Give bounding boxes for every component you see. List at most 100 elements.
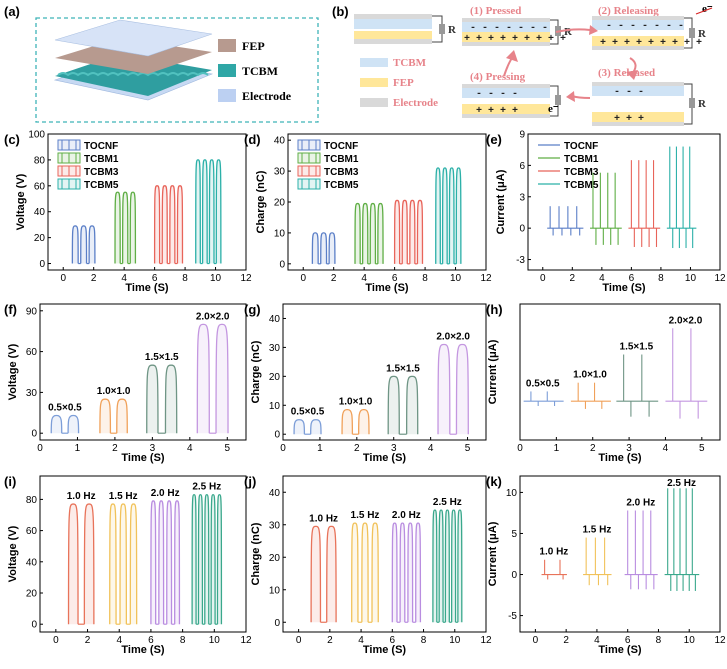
series-d-3	[435, 167, 462, 265]
pulse-mark	[146, 364, 159, 434]
series-label: 1.0×1.0	[97, 386, 131, 397]
series-c-3	[195, 159, 222, 265]
y-tick-label: 10	[269, 585, 281, 596]
series-label: 1.5×1.5	[386, 363, 420, 374]
device-releasing: (2) Releasing - - - - - - - + + + + + + …	[592, 3, 713, 50]
x-axis-label: Time (S)	[125, 282, 169, 294]
y-tick-label: 40	[269, 314, 281, 325]
x-axis-label: Time (S)	[363, 452, 407, 464]
plot-frame-k	[519, 475, 721, 633]
x-tick-label: 10	[209, 635, 221, 646]
b-legend-label-tcbm: TCBM	[393, 57, 427, 69]
y-tick-label: 20	[274, 198, 286, 209]
y-tick-label: 60	[26, 526, 38, 537]
chart-e: (e) 0 2 4 6 8 10 12 -3 0 3 6 9 Time (S) Current (μA) TO…	[486, 130, 726, 295]
x-tick-label: 2	[570, 273, 576, 284]
y-tick-label: 30	[274, 167, 286, 178]
series-h-2: 1.5×1.5	[616, 342, 659, 417]
x-tick-label: 12	[714, 273, 726, 284]
x-tick-label: 10	[684, 635, 696, 646]
pulse-mark	[450, 509, 457, 623]
pulse-mark	[174, 500, 181, 625]
series-g-2: 1.5×1.5	[386, 363, 420, 435]
x-tick-label: 6	[625, 635, 631, 646]
electron-pressing: e⁻	[548, 103, 559, 115]
x-axis-label: Time (S)	[121, 644, 165, 656]
y-tick-label: 30	[269, 343, 281, 354]
x-tick-label: 4	[121, 273, 127, 284]
series-label: 0.5×0.5	[526, 378, 560, 389]
pulse-mark	[158, 500, 165, 625]
x-tick-label: 4	[187, 443, 193, 454]
x-tick-label: 2	[354, 443, 360, 454]
pulse-mark	[361, 522, 369, 623]
arrow-1-2	[555, 28, 591, 33]
pulse-mark	[444, 509, 450, 623]
pulse-mark	[114, 191, 121, 264]
y-tick-label: 30	[26, 388, 38, 399]
y-tick-label: 40	[274, 136, 286, 147]
pulse-mark	[377, 202, 384, 264]
series-k-0: 1.0 Hz	[539, 547, 568, 580]
x-tick-label: 2	[327, 635, 333, 646]
y-axis-label: Voltage (V)	[15, 173, 27, 230]
series-e-0	[547, 206, 584, 236]
device-released: (3) Released - - - + + + R	[592, 67, 707, 126]
series-label: 2.5 Hz	[192, 482, 221, 493]
y-tick-label: 30	[269, 520, 281, 531]
panel-a-legend: FEP TCBM Electrode	[218, 39, 292, 103]
series-label: 2.0 Hz	[626, 497, 655, 508]
y-tick-label: 0	[31, 620, 37, 631]
y-tick-label: 20	[34, 233, 46, 244]
pulse-mark	[161, 185, 168, 264]
legend-label-fep: FEP	[242, 39, 265, 53]
pulse-mark	[129, 503, 138, 625]
pulse-mark	[310, 525, 322, 623]
pressed-minus: - - - - - - -	[470, 23, 548, 34]
pulse-mark	[150, 500, 157, 625]
series-e-1	[590, 172, 622, 245]
pulse-mark	[201, 159, 208, 264]
pulse-mark	[176, 185, 184, 264]
series-j-2: 2.0 Hz	[391, 510, 422, 623]
series-g-0: 0.5×0.5	[291, 407, 325, 435]
x-tick-label: 12	[240, 273, 252, 284]
legend-label-electrode: Electrode	[242, 89, 292, 103]
panel-c-label: (c)	[4, 132, 20, 147]
x-tick-label: 6	[392, 273, 398, 284]
series-label: 1.5×1.5	[620, 342, 654, 353]
series-f-2: 1.5×1.5	[145, 352, 179, 434]
y-tick-label: 10	[506, 488, 518, 499]
x-tick-label: 10	[210, 273, 222, 284]
series-h-3: 2.0×2.0	[665, 315, 708, 419]
x-axis-label: Time (S)	[598, 452, 642, 464]
x-tick-label: 0	[53, 635, 59, 646]
x-tick-label: 1	[317, 443, 323, 454]
x-tick-label: 6	[148, 635, 154, 646]
x-tick-label: 3	[391, 443, 397, 454]
y-axis-label: Charge (nC)	[255, 170, 267, 233]
plot-frame-e	[527, 133, 721, 271]
series-d-2	[393, 199, 424, 265]
layer-stack-illustration	[53, 19, 214, 101]
x-tick-label: 5	[699, 443, 705, 454]
x-tick-label: 1	[554, 443, 560, 454]
pulse-mark	[195, 159, 201, 264]
legend-label: TCBM3	[564, 167, 599, 178]
x-tick-label: 8	[421, 635, 427, 646]
y-axis-label: Current (μA)	[487, 339, 499, 404]
y-tick-label: 90	[26, 306, 38, 317]
resistor-releasing: R	[698, 28, 707, 40]
series-f-0: 0.5×0.5	[48, 403, 82, 434]
x-tick-label: 8	[422, 273, 428, 284]
pulse-mark	[407, 522, 414, 623]
y-tick-label: 100	[28, 130, 45, 141]
pulse-mark	[432, 509, 438, 623]
b-legend-swatch-tcbm	[360, 58, 388, 67]
pulse-mark	[369, 202, 377, 264]
x-tick-label: 3	[626, 443, 632, 454]
arrow-3-4	[571, 95, 591, 99]
device-initial: R	[354, 14, 457, 44]
panel-b-schematic: R (1) Pressed - - - - - - - + + + + + + …	[354, 3, 713, 126]
step-4-label: (4) Pressing	[470, 71, 526, 83]
